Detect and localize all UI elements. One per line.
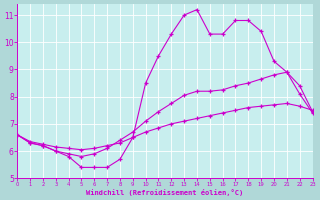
X-axis label: Windchill (Refroidissement éolien,°C): Windchill (Refroidissement éolien,°C)	[86, 189, 244, 196]
